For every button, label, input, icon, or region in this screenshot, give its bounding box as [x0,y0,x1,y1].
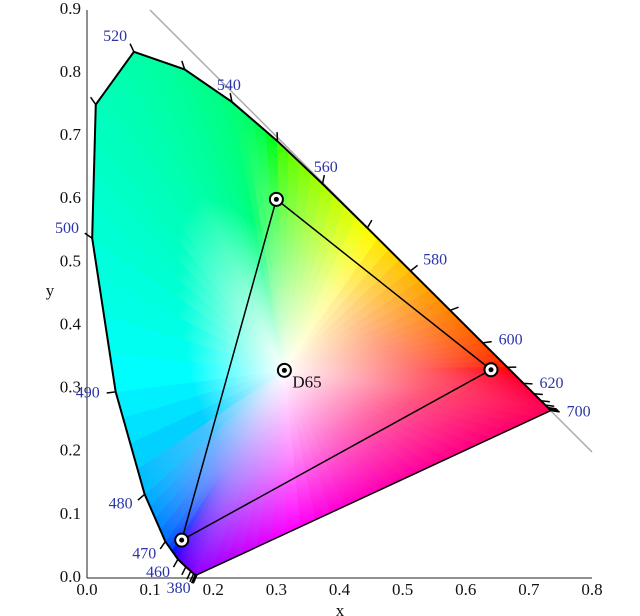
wavelength-tick [129,43,135,53]
wavelength-tick [547,406,557,410]
wavelength-tick [550,409,560,413]
wavelength-label: 540 [217,77,241,94]
wavelength-label: 490 [76,385,100,402]
primary-point-dot [179,537,185,543]
white-point-dot [281,367,287,373]
wavelength-tick [449,306,459,311]
wavelength-label: 480 [109,496,133,513]
gamut-triangle [180,198,493,542]
wavelength-label: 600 [499,331,523,348]
wavelength-label: 470 [132,545,156,562]
x-tick-label: 0.6 [455,580,476,599]
wavelength-tick [191,574,197,584]
wavelength-tick [186,570,192,580]
wavelength-tick [181,60,186,70]
wavelength-tick [181,566,187,576]
x-tick-label: 0.4 [329,580,351,599]
spectral-locus [91,50,552,576]
y-tick-label: 0.6 [60,188,81,207]
x-axis-label: x [336,601,345,616]
y-tick-label: 0.7 [60,125,82,144]
x-tick-label: 0.1 [140,580,161,599]
wavelength-tick [172,558,179,568]
wavelength-tick [229,92,233,103]
wavelength-tick [545,404,555,408]
y-tick-label: 0.3 [60,378,81,397]
x-tick-label: 0.0 [76,580,97,599]
x-tick-label: 0.3 [266,580,287,599]
y-tick-label: 0.2 [60,441,81,460]
x-tick-label: 0.5 [392,580,413,599]
x-tick-label: 0.2 [203,580,224,599]
y-tick-label: 0.1 [60,504,81,523]
wavelength-tick [482,340,492,344]
wavelength-label: 520 [103,28,127,45]
wavelength-label: 380 [167,580,191,597]
wavelength-label: 580 [423,252,447,269]
wavelength-label: 460 [146,564,170,581]
y-tick-label: 0.9 [60,0,81,18]
y-axis-label: y [46,281,55,300]
y-tick-label: 0.5 [60,251,81,270]
wavelength-tick [84,232,93,239]
y-tick-label: 0.0 [60,567,81,586]
wavelength-tick [321,174,326,185]
wavelength-label: 700 [567,404,591,421]
primary-point-dot [488,367,494,373]
x-tick-label: 0.7 [518,580,540,599]
wavelength-tick [189,573,195,583]
wavelength-tick [89,96,97,105]
wavelength-label: 500 [55,220,79,237]
wavelength-tick [410,264,419,272]
wavelength-tick [137,493,146,501]
wavelength-tick [106,391,116,394]
wavelength-tick [366,219,373,229]
y-tick-label: 0.4 [60,314,82,333]
x-tick-label: 0.8 [581,580,602,599]
wavelength-tick [540,399,550,403]
wavelength-tick [190,574,196,584]
wavelength-tick [159,541,166,550]
wavelength-tick [533,392,543,396]
wavelength-label: 620 [539,375,563,392]
y-tick-label: 0.8 [60,62,81,81]
primary-point-dot [273,196,279,202]
line-of-purples [196,409,552,576]
wavelength-label: 560 [314,159,338,176]
white-point-label: D65 [292,372,321,391]
